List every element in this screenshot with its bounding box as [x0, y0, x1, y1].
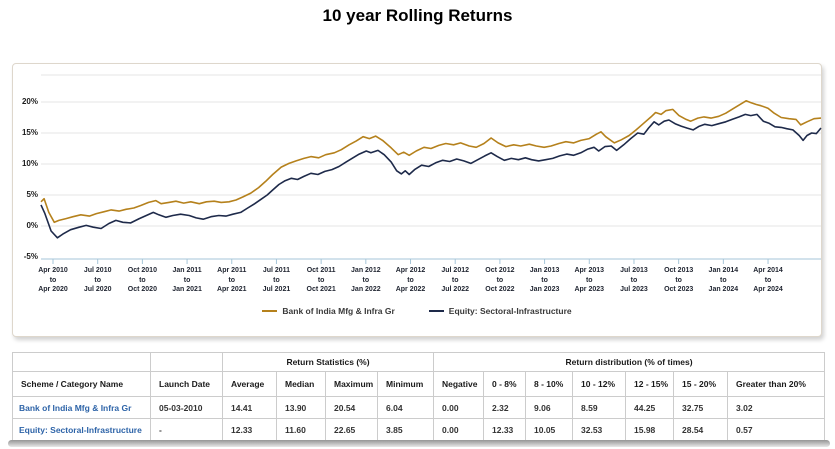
table-cell: 05-03-2010 [150, 396, 223, 419]
legend-label: Equity: Sectoral-Infrastructure [448, 306, 572, 316]
table-row: Equity: Sectoral-Infrastructure -12.33 11.… [12, 418, 826, 441]
table-cell: 8.59 [572, 396, 626, 419]
x-axis-tick-label: Oct 2012 to Oct 2022 [485, 267, 515, 293]
legend-item-0: Bank of India Mfg & Infra Gr [262, 306, 395, 316]
legend-line-swatch [428, 310, 444, 312]
table-column-header-row: Scheme / Category Name Launch Date Average… [12, 371, 826, 397]
x-axis-tick-label: Apr 2010 to Apr 2020 [38, 267, 68, 293]
table-cell: 6.04 [377, 396, 434, 419]
table-cell: 32.53 [572, 418, 626, 441]
table-cell: 9.06 [525, 396, 573, 419]
table-group-header: Return distribution (% of times) [432, 352, 826, 372]
table-group-header: Return Statistics (%) [222, 352, 434, 372]
table-bottom-shadow [8, 440, 830, 447]
return-statistics-table: Return Statistics (%) Return distribution… [12, 352, 826, 441]
table-column-header: Scheme / Category Name [12, 371, 151, 397]
table-cell: 10.05 [525, 418, 573, 441]
table-cell: 0.57 [726, 418, 826, 441]
table-cell: 11.60 [276, 418, 326, 441]
x-axis-tick-label: Jan 2012 to Jan 2022 [351, 267, 381, 293]
y-axis-tick-label: 5% [26, 190, 38, 199]
table-cell: 3.85 [377, 418, 434, 441]
y-axis-tick-label: 10% [21, 159, 38, 168]
x-axis-tick-label: Oct 2010 to Oct 2020 [127, 267, 157, 293]
table-column-header: 0 - 8% [483, 371, 526, 397]
table-group-header-empty [150, 352, 223, 372]
x-axis-tick-label: Jul 2010 to Jul 2020 [83, 267, 112, 293]
chart-legend: Bank of India Mfg & Infra Gr Equity: Sect… [13, 306, 821, 316]
x-axis-tick-label: Apr 2013 to Apr 2023 [574, 267, 605, 293]
x-axis-tick-label: Oct 2011 to Oct 2021 [306, 267, 336, 293]
table-cell: 12.33 [483, 418, 526, 441]
x-axis-tick-label: Apr 2014 to Apr 2024 [753, 267, 783, 293]
table-row: Bank of India Mfg & Infra Gr 05-03-2010 14… [12, 396, 826, 419]
page-title: 10 year Rolling Returns [322, 6, 513, 25]
series-line-1 [40, 113, 822, 239]
x-axis-tick-label: Apr 2012 to Apr 2022 [395, 267, 426, 293]
table-column-header: 10 - 12% [572, 371, 626, 397]
x-axis-tick-label: Jul 2011 to Jul 2021 [262, 267, 291, 293]
y-axis-tick-label: 15% [21, 128, 38, 137]
table-column-header: Maximum [325, 371, 378, 397]
table-column-header: 12 - 15% [625, 371, 674, 397]
table-column-header: Launch Date [150, 371, 223, 397]
table-cell: 2.32 [483, 396, 526, 419]
legend-label: Bank of India Mfg & Infra Gr [282, 306, 395, 316]
x-axis-tick-label: Jul 2012 to Jul 2022 [441, 267, 470, 293]
table-group-header-row: Return Statistics (%) Return distribution… [12, 352, 826, 372]
table-group-header-empty [12, 352, 151, 372]
x-axis-tick-label: Apr 2011 to Apr 2021 [216, 267, 247, 293]
x-axis-tick-label: Jan 2011 to Jan 2021 [172, 267, 202, 293]
table-column-header: Minimum [377, 371, 434, 397]
table-column-header: 15 - 20% [673, 371, 728, 397]
y-axis-tick-label: 20% [21, 97, 38, 106]
legend-item-1: Equity: Sectoral-Infrastructure [428, 306, 572, 316]
chart-plot-area [40, 74, 822, 264]
table-column-header: Median [276, 371, 326, 397]
table-cell: 28.54 [673, 418, 728, 441]
table-cell: 32.75 [673, 396, 728, 419]
legend-line-swatch [262, 310, 278, 312]
table-column-header: Greater than 20% [726, 371, 826, 397]
table-column-header: Negative [433, 371, 484, 397]
x-axis-tick-label: Jul 2013 to Jul 2023 [620, 267, 648, 293]
table-cell: 14.41 [222, 396, 277, 419]
table-cell: 44.25 [625, 396, 674, 419]
y-axis-tick-label: -5% [23, 252, 38, 261]
x-axis-tick-label: Jan 2014 to Jan 2024 [708, 267, 739, 293]
table-cell: 15.98 [625, 418, 674, 441]
table-cell: 0.00 [433, 418, 484, 441]
table-cell: - [150, 418, 223, 441]
y-axis-tick-label: 0% [26, 221, 38, 230]
rolling-returns-chart-panel: 20% 15% 10% 5% 0% -5% Apr 2010 to Apr 2020 Jul… [12, 63, 822, 337]
table-column-header: Average [222, 371, 277, 397]
scheme-name-link[interactable]: Bank of India Mfg & Infra Gr [12, 396, 151, 419]
x-axis-tick-label: Oct 2013 to Oct 2023 [664, 267, 694, 293]
table-cell: 13.90 [276, 396, 326, 419]
table-cell: 20.54 [325, 396, 378, 419]
x-axis-tick-label: Jan 2013 to Jan 2023 [529, 267, 560, 293]
series-line-0 [40, 99, 822, 224]
table-column-header: 8 - 10% [525, 371, 573, 397]
table-cell: 3.02 [726, 396, 826, 419]
table-cell: 22.65 [325, 418, 378, 441]
table-cell: 12.33 [222, 418, 277, 441]
table-cell: 0.00 [433, 396, 484, 419]
scheme-name-link[interactable]: Equity: Sectoral-Infrastructure [12, 418, 151, 441]
